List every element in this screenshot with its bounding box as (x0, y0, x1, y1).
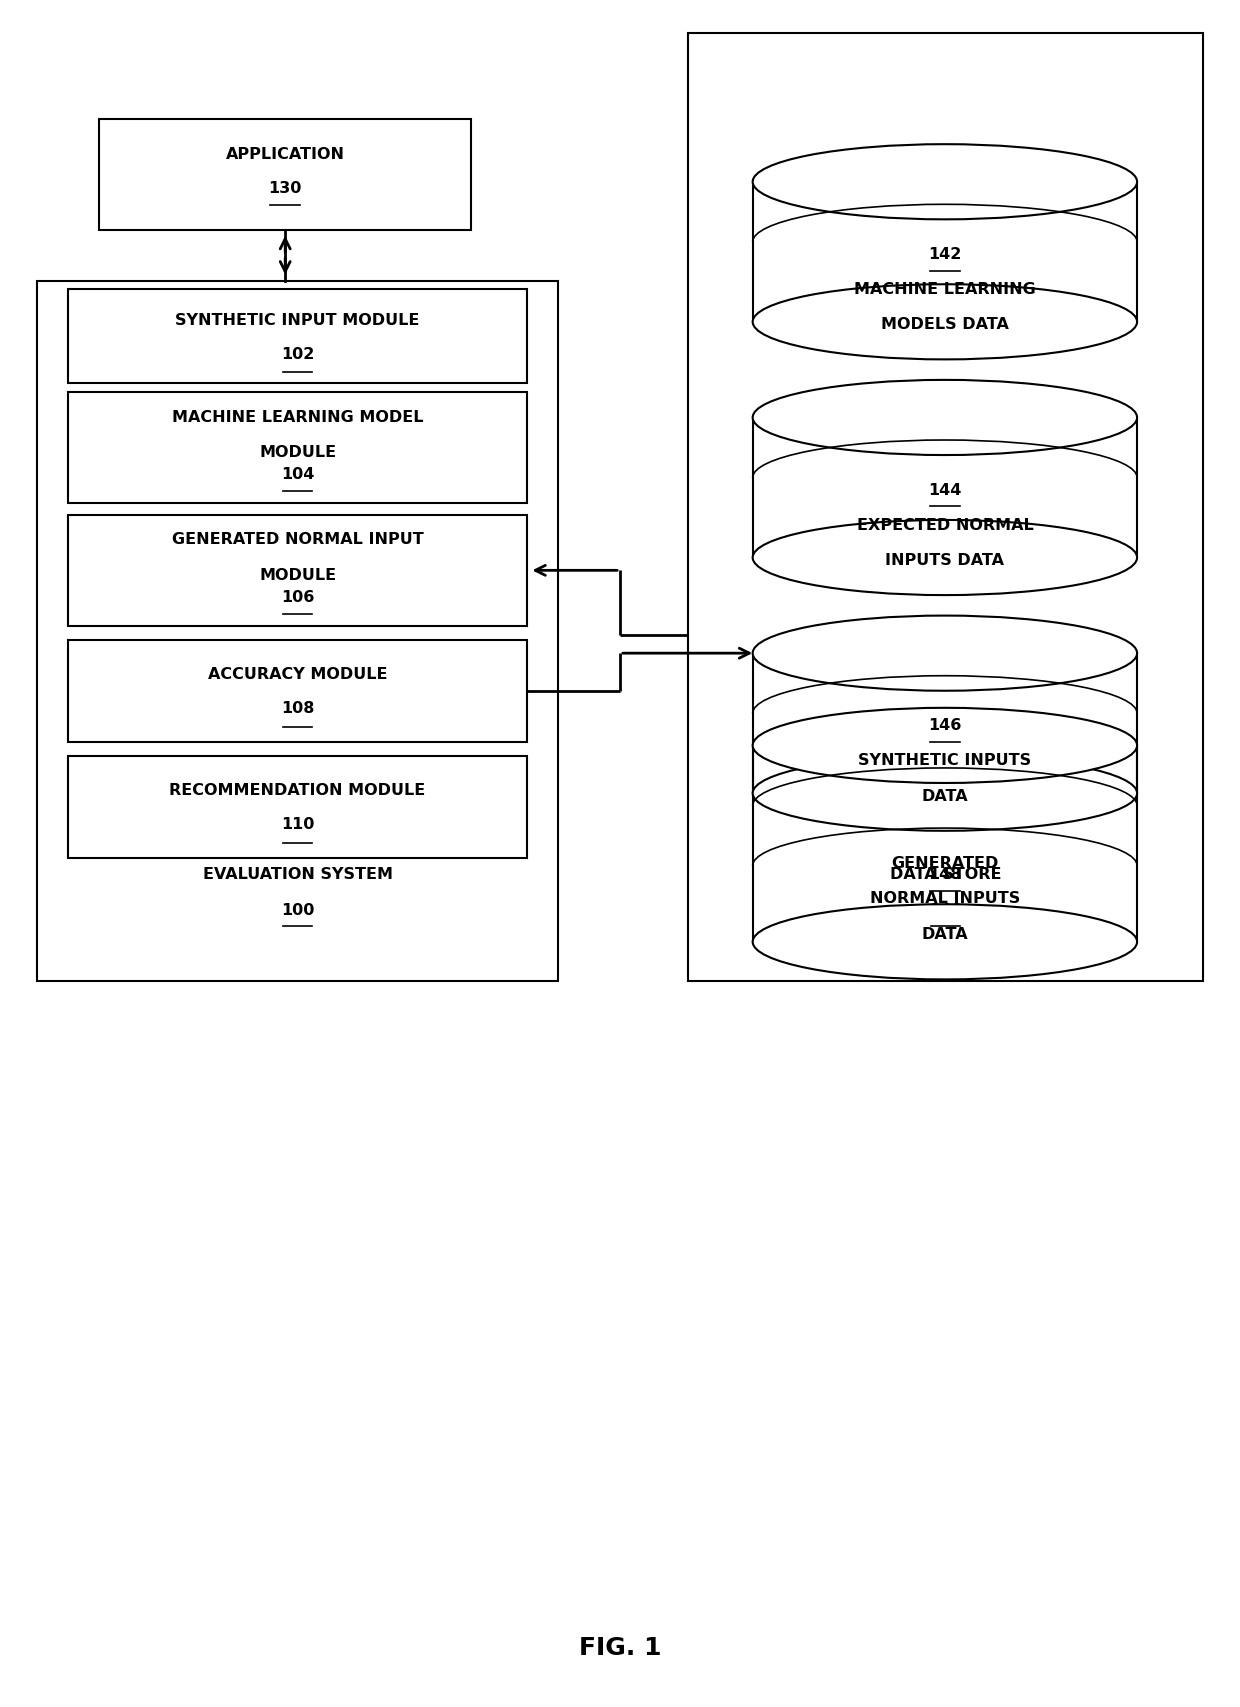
Bar (37, 282, 558, 982)
Ellipse shape (753, 381, 1137, 456)
Text: 108: 108 (281, 702, 314, 715)
Text: MACHINE LEARNING MODEL: MACHINE LEARNING MODEL (172, 410, 423, 425)
Text: 142: 142 (929, 248, 961, 261)
Text: GENERATED: GENERATED (892, 855, 998, 871)
Bar (99, 119, 471, 230)
Text: EVALUATION SYSTEM: EVALUATION SYSTEM (202, 867, 393, 881)
Text: 144: 144 (929, 483, 961, 497)
Text: MACHINE LEARNING: MACHINE LEARNING (854, 282, 1035, 297)
Text: SYNTHETIC INPUTS: SYNTHETIC INPUTS (858, 753, 1032, 768)
Text: 106: 106 (281, 589, 314, 604)
Text: 104: 104 (281, 466, 314, 481)
Bar (688, 34, 1203, 982)
Bar (68, 290, 527, 384)
Text: 130: 130 (269, 181, 301, 196)
Text: MODULE: MODULE (259, 567, 336, 582)
Text: 102: 102 (281, 347, 314, 362)
Bar (753, 418, 1137, 558)
Ellipse shape (753, 756, 1137, 831)
Ellipse shape (753, 616, 1137, 691)
Text: 148: 148 (929, 867, 961, 881)
Text: 110: 110 (281, 818, 314, 831)
Text: DATA: DATA (921, 927, 968, 941)
Text: DATA: DATA (921, 789, 968, 804)
Text: RECOMMENDATION MODULE: RECOMMENDATION MODULE (170, 784, 425, 797)
Ellipse shape (753, 521, 1137, 596)
Bar (68, 393, 527, 504)
Ellipse shape (753, 905, 1137, 980)
Bar (68, 640, 527, 743)
Text: DATA STORE: DATA STORE (890, 867, 1001, 881)
Text: APPLICATION: APPLICATION (226, 147, 345, 162)
Ellipse shape (753, 708, 1137, 784)
Bar (68, 756, 527, 859)
Text: EXPECTED NORMAL: EXPECTED NORMAL (857, 517, 1033, 533)
Ellipse shape (753, 145, 1137, 220)
Bar (753, 183, 1137, 323)
Bar (68, 516, 527, 626)
Text: ACCURACY MODULE: ACCURACY MODULE (208, 667, 387, 681)
Text: 146: 146 (929, 719, 961, 732)
Text: 140: 140 (929, 903, 962, 917)
Text: INPUTS DATA: INPUTS DATA (885, 553, 1004, 568)
Bar (753, 654, 1137, 794)
Text: GENERATED NORMAL INPUT: GENERATED NORMAL INPUT (171, 533, 424, 548)
Text: MODELS DATA: MODELS DATA (880, 318, 1009, 333)
Text: NORMAL INPUTS: NORMAL INPUTS (869, 891, 1021, 906)
Text: FIG. 1: FIG. 1 (579, 1635, 661, 1659)
Ellipse shape (753, 285, 1137, 360)
Text: SYNTHETIC INPUT MODULE: SYNTHETIC INPUT MODULE (175, 312, 420, 328)
Text: 100: 100 (281, 903, 314, 917)
Bar (753, 746, 1137, 942)
Text: MODULE: MODULE (259, 444, 336, 459)
